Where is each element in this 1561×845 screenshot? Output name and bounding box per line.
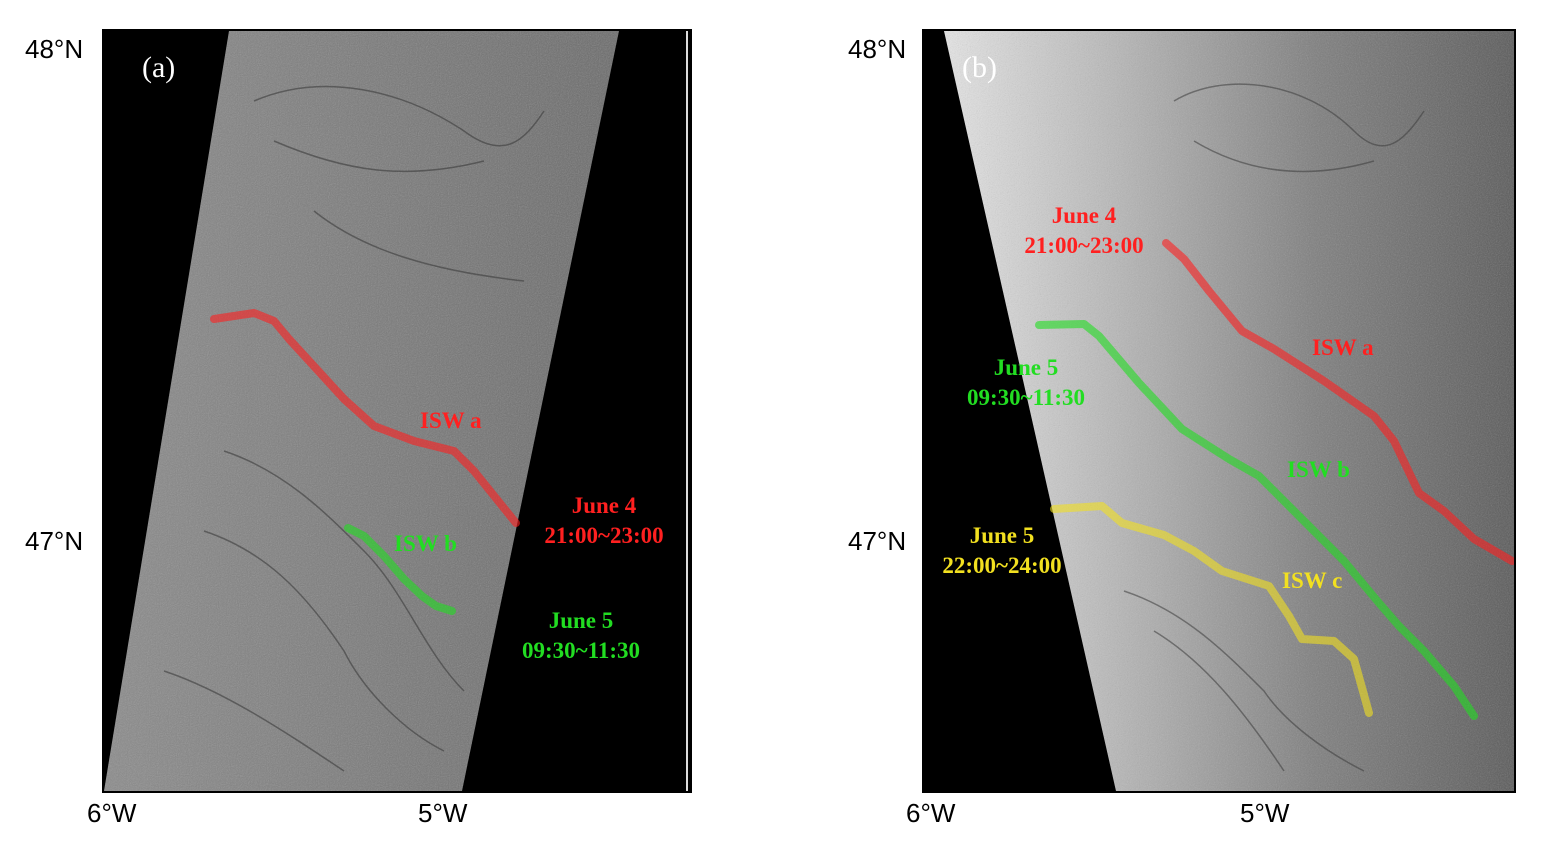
panel-b-isw-c-hours: 22:00~24:00: [942, 553, 1062, 578]
panel-a-isw-b-time: June 5 09:30~11:30: [506, 606, 656, 666]
panel-a-sar-image: (a) ISW a ISW b June 4 21:00~23:00 June …: [102, 29, 692, 793]
panel-b-label: (b): [962, 51, 997, 84]
panel-a-isw-a-date: June 4: [571, 493, 637, 518]
panel-a-isw-b-line: [344, 524, 456, 615]
panel-a-right-edge-line: [686, 31, 688, 791]
panel-b-isw-a-time: June 4 21:00~23:00: [1004, 201, 1164, 261]
panel-b-isw-b-line: [1035, 320, 1478, 720]
panel-b-isw-b-time: June 5 09:30~11:30: [946, 353, 1106, 413]
panel-b-ytick-47n: 47°N: [848, 526, 907, 556]
panel-b-xtick-5w: 5°W: [1240, 798, 1290, 828]
panel-a-xtick-6w: 6°W: [87, 798, 137, 828]
panel-b-canvas: [944, 31, 1514, 791]
panel-a-xtick-5w: 5°W: [418, 798, 468, 828]
panel-b-xtick-6w: 6°W: [906, 798, 956, 828]
panel-b-isw-a-label: ISW a: [1312, 335, 1374, 360]
panel-a-isw-a-hours: 21:00~23:00: [544, 523, 664, 548]
panel-b-ytick-48n: 48°N: [848, 34, 907, 64]
panel-a-isw-b-date: June 5: [548, 608, 614, 633]
panel-a-isw-b-hours: 09:30~11:30: [521, 638, 640, 663]
panel-b-sar-image: (b) June 4 21:00~23:00 June 5 09:30~11:3…: [922, 29, 1516, 793]
panel-a-isw-b-label: ISW b: [394, 531, 457, 556]
panel-b-isw-b-date: June 5: [993, 355, 1059, 380]
panel-a-isw-a-time: June 4 21:00~23:00: [529, 491, 679, 551]
panel-b-isw-c-date: June 5: [969, 523, 1035, 548]
panel-b-isw-c-time: June 5 22:00~24:00: [924, 521, 1080, 581]
panel-a-label: (a): [142, 51, 176, 84]
panel-b-isw-c-line: [1050, 502, 1373, 717]
panel-b-isw-b-hours: 09:30~11:30: [966, 385, 1085, 410]
panel-b-isw-a-date: June 4: [1051, 203, 1117, 228]
panel-b-isw-c-label: ISW c: [1282, 568, 1343, 593]
panel-a-ytick-47n: 47°N: [25, 526, 84, 556]
panel-a-isw-a-line: [210, 309, 520, 527]
panel-a-canvas: [104, 31, 688, 791]
panel-a-ytick-48n: 48°N: [25, 34, 84, 64]
panel-b-isw-a-line: [1162, 239, 1514, 565]
panel-b-isw-b-label: ISW b: [1287, 457, 1350, 482]
panel-b-isw-a-hours: 21:00~23:00: [1024, 233, 1144, 258]
panel-a-isw-a-label: ISW a: [420, 408, 482, 433]
